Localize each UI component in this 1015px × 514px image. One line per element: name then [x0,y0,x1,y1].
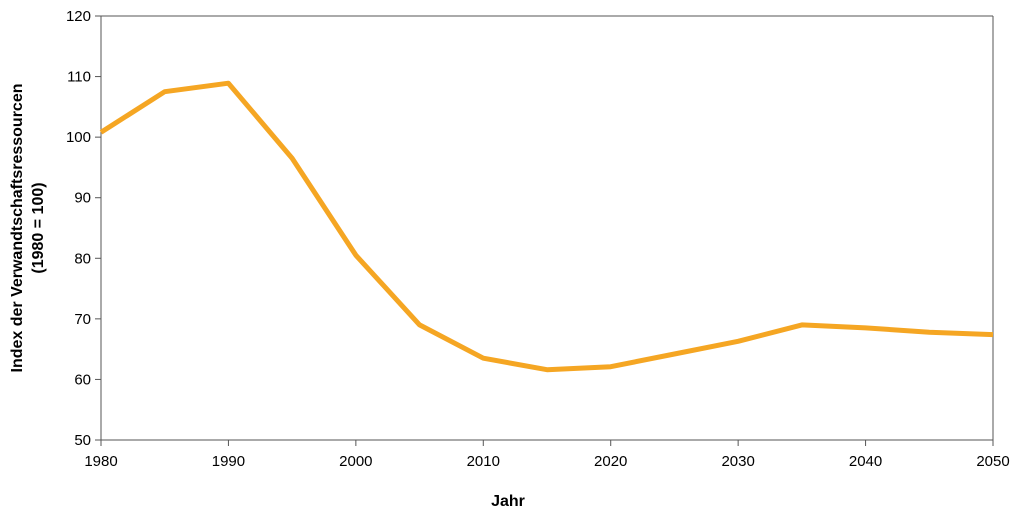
y-axis-title-line1: Index der Verwandtschaftsressourcen [9,84,26,373]
x-tick-label: 2040 [849,453,882,470]
data-point [799,322,804,327]
y-tick-label: 90 [74,190,91,207]
data-point [991,332,996,337]
data-point [545,367,550,372]
x-axis-title: Jahr [491,493,525,510]
data-point [608,364,613,369]
data-point [863,325,868,330]
data-point [481,356,486,361]
data-point [290,156,295,161]
data-point [99,130,104,135]
x-tick-label: 2050 [976,453,1009,470]
x-tick-label: 2020 [594,453,627,470]
y-tick-label: 110 [67,69,91,86]
y-tick-label: 120 [66,8,91,25]
x-tick-label: 1990 [212,453,245,470]
data-point [927,330,932,335]
x-tick-label: 2010 [467,453,500,470]
data-point [162,89,167,94]
y-tick-label: 50 [74,432,91,449]
y-tick-label: 60 [74,371,91,388]
y-tick-label: 100 [66,129,91,146]
x-tick-label: 2030 [721,453,754,470]
series-layer [99,80,996,373]
y-axis-title-line2: (1980 = 100) [30,182,47,273]
y-tick-label: 70 [74,311,91,328]
axes [100,15,994,441]
data-point [736,339,741,344]
series-line-0 [99,80,994,373]
y-tick-label: 80 [74,250,91,267]
data-point [417,322,422,327]
ticks: 50 60 70 80 90 100 110 120 1980 1990 2000 2010 2020 2… [66,8,1010,470]
data-point [226,81,231,86]
x-tick-label: 1980 [84,453,117,470]
data-point [672,351,677,356]
x-tick-label: 2000 [339,453,372,470]
data-point [353,253,358,258]
